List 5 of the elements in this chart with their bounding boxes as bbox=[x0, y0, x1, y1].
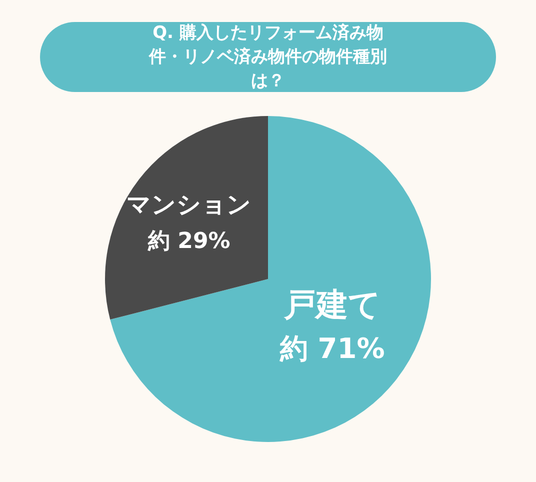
chart-title: Q. 購入したリフォーム済み物件・リノベ済み物件の物件種別は？ bbox=[148, 22, 388, 93]
slice-label: 戸建て bbox=[282, 285, 381, 324]
data-label: 約 71% bbox=[279, 332, 385, 366]
data-label: 約 29% bbox=[147, 228, 230, 254]
slice-label: マンション bbox=[126, 190, 252, 218]
